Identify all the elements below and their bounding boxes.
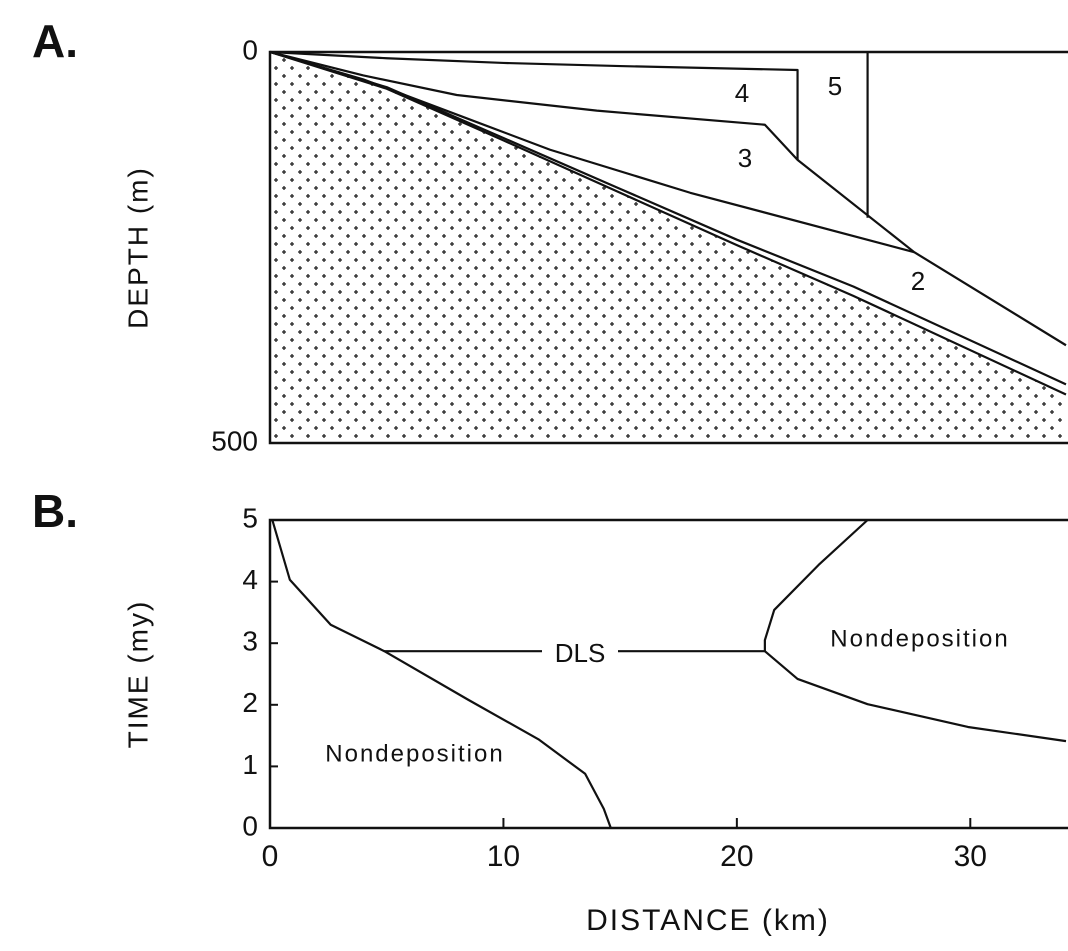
annotation: Nondeposition	[830, 625, 1009, 652]
y-tick-label: 1	[242, 749, 258, 780]
y-axis-label: TIME (my)	[122, 600, 153, 749]
profile-line	[269, 50, 1067, 386]
y-axis-label: DEPTH (m)	[122, 166, 153, 329]
annotation: 5	[828, 71, 842, 101]
plot-frame	[268, 50, 1068, 445]
y-tick-label: 5	[242, 502, 258, 533]
y-tick-label: 2	[242, 687, 258, 718]
profile-line	[763, 519, 1067, 743]
annotation: 2	[911, 266, 925, 296]
profile-line	[271, 519, 612, 829]
x-tick-label: 30	[954, 840, 987, 873]
profile-line	[269, 50, 799, 160]
annotation: 4	[735, 78, 749, 108]
x-tick-label: 10	[487, 840, 520, 873]
y-tick-label: 4	[242, 564, 258, 595]
y-tick-label: 3	[242, 626, 258, 657]
panel-label: A.	[32, 15, 78, 67]
profile-line	[269, 50, 1067, 347]
annotation: DLS	[555, 638, 606, 668]
y-tick-label: 0	[242, 34, 258, 65]
profile-line	[269, 50, 1067, 396]
plot-frame	[268, 518, 1068, 830]
basement-fill	[270, 52, 1066, 443]
label-backdrop	[542, 641, 618, 669]
x-tick-label: 0	[262, 840, 279, 873]
y-tick-label: 0	[242, 810, 258, 841]
x-tick-label: 20	[720, 840, 753, 873]
x-axis-label: DISTANCE (km)	[586, 904, 830, 937]
annotation: 3	[738, 143, 752, 173]
y-tick-label: 500	[211, 425, 258, 456]
panel-label: B.	[32, 485, 78, 537]
annotation: Nondeposition	[325, 740, 504, 767]
